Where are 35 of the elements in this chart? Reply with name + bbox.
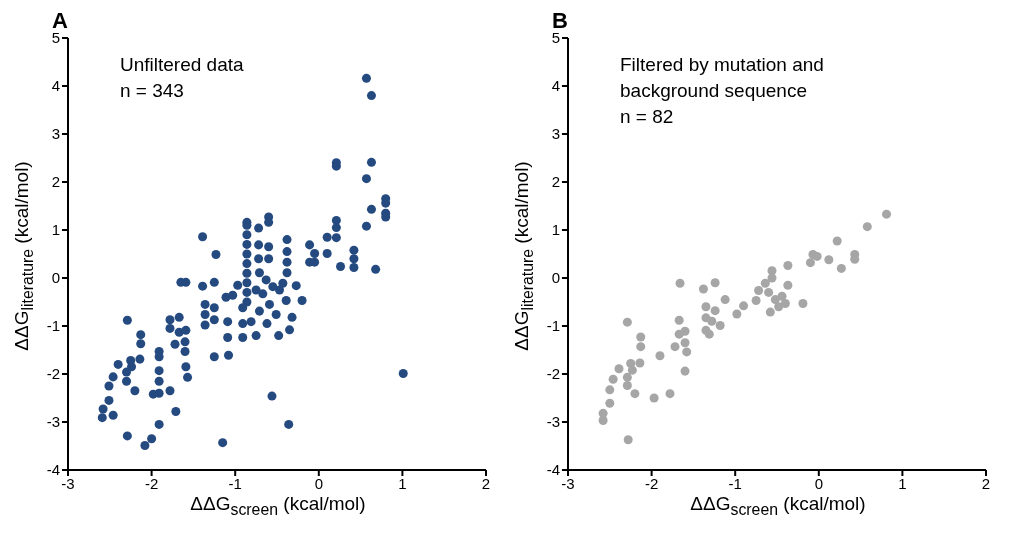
y-tick-label: 4	[551, 77, 560, 95]
x-tick-label: -2	[144, 474, 159, 492]
x-tick-label: 2	[481, 474, 491, 492]
x-tick-label: 1	[398, 474, 407, 492]
y-tick-label: -1	[546, 317, 560, 335]
y-tick-label: 3	[51, 125, 60, 143]
y-tick-label: 0	[551, 269, 560, 287]
x-tick-label: -1	[228, 474, 242, 492]
y-tick-label: 0	[51, 269, 60, 287]
x-axis-title: ΔΔG$_{screen}$ (kcal/mol)	[689, 493, 867, 519]
annotation: Filtered by mutation and	[620, 53, 824, 77]
y-tick-label: -1	[46, 317, 60, 335]
x-tick-label: 2	[981, 474, 991, 492]
y-tick-label: 4	[51, 77, 60, 95]
y-tick-label: -3	[546, 413, 560, 431]
y-tick-label: -4	[46, 461, 60, 479]
y-tick-label: 1	[551, 221, 560, 239]
y-tick-label: 2	[551, 173, 560, 191]
annotation: n = 343	[120, 79, 185, 103]
x-tick-label: 0	[814, 474, 823, 492]
x-tick-label: 0	[314, 474, 323, 492]
y-tick-label: -4	[546, 461, 560, 479]
y-tick-label: 3	[551, 125, 560, 143]
y-tick-label: 1	[51, 221, 60, 239]
x-tick-label: 1	[898, 474, 907, 492]
annotation: Unfiltered data	[120, 53, 244, 77]
x-axis-title: ΔΔG$_{screen}$ (kcal/mol)	[189, 493, 367, 519]
x-tick-label: -1	[728, 474, 742, 492]
y-tick-label: 2	[51, 173, 60, 191]
x-tick-label: -2	[644, 474, 659, 492]
annotation: n = 82	[620, 105, 675, 129]
y-tick-label: -2	[546, 365, 560, 383]
y-tick-label: -3	[46, 413, 60, 431]
y-tick-label: -2	[46, 365, 60, 383]
annotation: background sequence	[620, 79, 808, 103]
